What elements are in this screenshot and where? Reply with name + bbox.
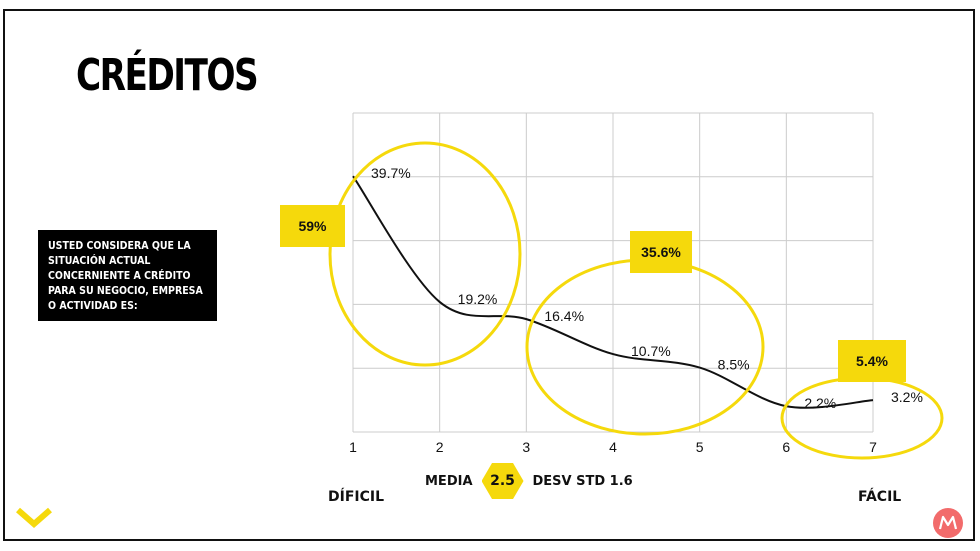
axis-right-end-label: FÁCIL	[858, 489, 902, 505]
group-highlights: 59% 35.6% 5.4%	[280, 141, 944, 460]
x-tick-label: 2	[436, 439, 444, 455]
x-tick-label: 5	[696, 439, 704, 455]
x-tick-label: 7	[869, 439, 877, 455]
brand-logo-icon	[933, 508, 963, 538]
data-label: 3.2%	[891, 389, 923, 405]
question-box: USTED CONSIDERA QUE LA SITUACIÓN ACTUAL …	[38, 230, 217, 321]
group-badge-label: 59%	[298, 218, 327, 234]
x-tick-label: 1	[349, 439, 357, 455]
data-label: 39.7%	[371, 165, 411, 181]
x-tick-labels: 1 2 3 4 5 6 7	[349, 439, 877, 455]
chart-grid	[352, 112, 874, 433]
data-label: 19.2%	[458, 291, 498, 307]
data-label: 16.4%	[544, 308, 584, 324]
data-label: 2.2%	[804, 395, 836, 411]
page-title: CRÉDITOS	[76, 50, 259, 101]
std-dev-label: DESV STD 1.6	[532, 473, 633, 489]
stats-row: MEDIA 2.5 DESV STD 1.6	[425, 463, 633, 499]
data-label: 10.7%	[631, 343, 671, 359]
mean-value-badge: 2.5	[481, 463, 524, 499]
mean-label: MEDIA	[425, 473, 473, 489]
data-labels: 39.7% 19.2% 16.4% 10.7% 8.5% 2.2% 3.2%	[371, 165, 923, 411]
group-ellipse	[328, 141, 522, 367]
group-ellipse	[780, 376, 944, 460]
x-tick-label: 3	[522, 439, 530, 455]
data-label: 8.5%	[718, 357, 750, 373]
group-badge-label: 35.6%	[641, 244, 681, 260]
x-tick-label: 6	[782, 439, 790, 455]
x-tick-label: 4	[609, 439, 617, 455]
axis-left-end-label: DÍFICIL	[328, 489, 385, 505]
group-badge	[280, 205, 345, 247]
group-badge	[838, 340, 906, 382]
group-badge	[630, 231, 692, 273]
chevron-down-icon	[16, 507, 52, 528]
group-badge-label: 5.4%	[856, 353, 888, 369]
